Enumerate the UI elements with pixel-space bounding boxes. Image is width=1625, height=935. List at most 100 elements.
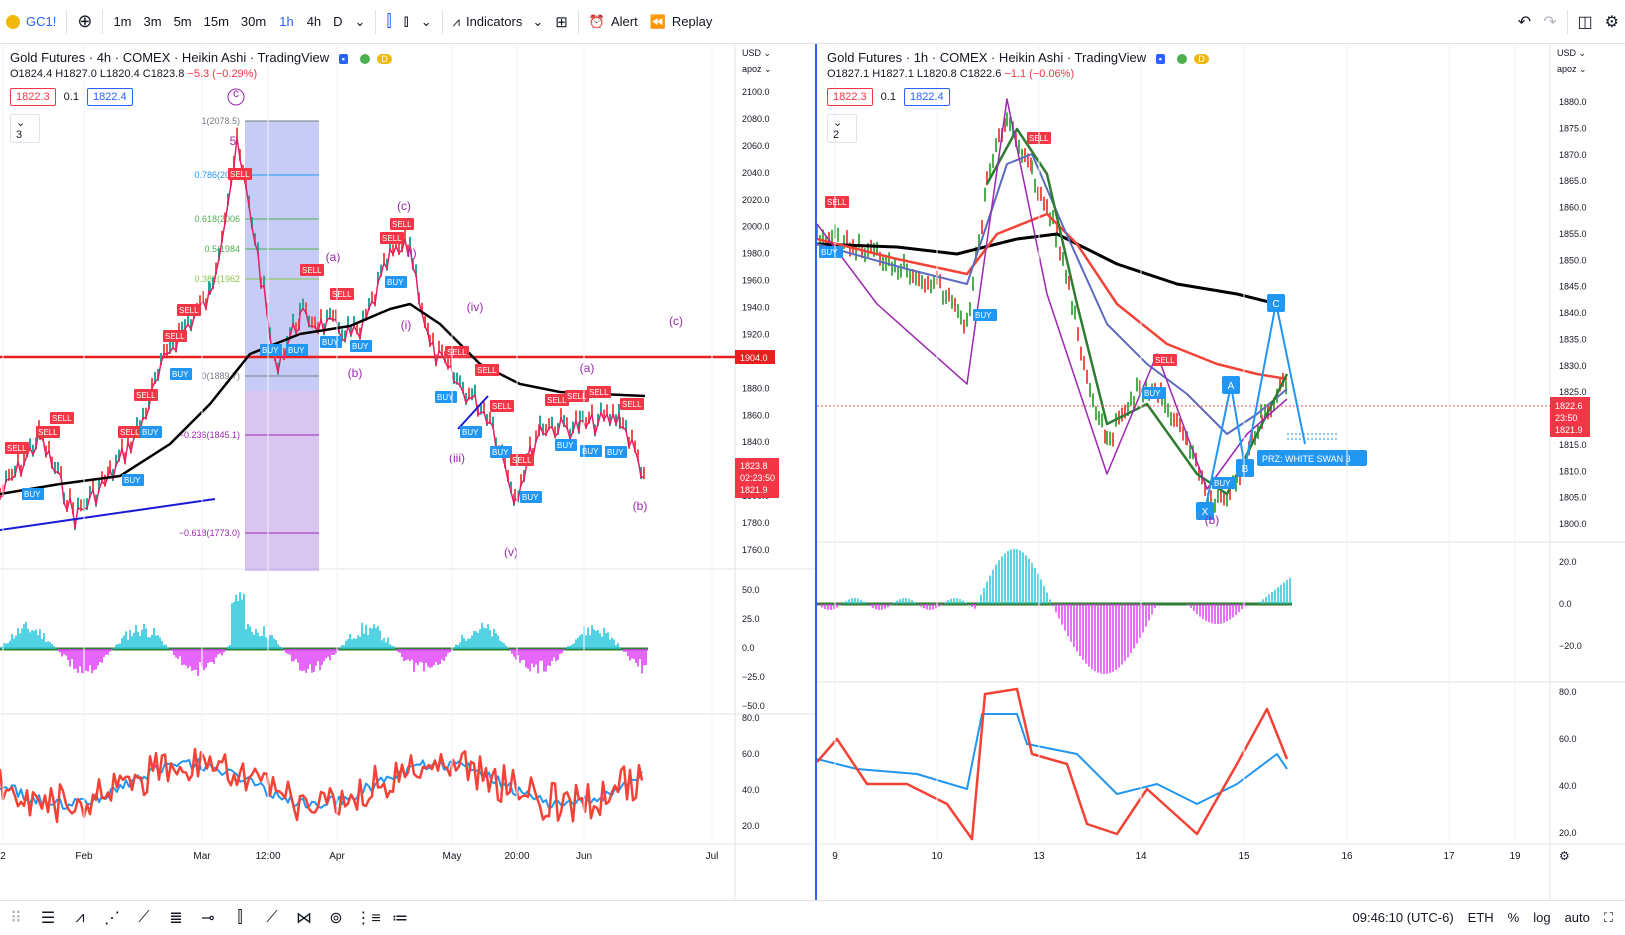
price-tick-label: 1880.0 — [742, 383, 770, 393]
elliott-wave-icon[interactable]: ⋰ — [104, 909, 120, 927]
interval-4h[interactable]: 4h — [301, 0, 327, 44]
fib-retracement-icon[interactable]: ≣ — [169, 909, 183, 927]
elliott-wave-label: c — [233, 86, 239, 100]
ma-blue-line — [817, 153, 1288, 435]
time-tick-label: 2 — [0, 851, 6, 862]
interval-label: 1m — [113, 14, 132, 29]
buy-signal-label: BUY — [124, 476, 141, 485]
chart-settings-gear-icon: ⚙ — [1559, 849, 1570, 863]
redo-icon[interactable]: ↷ — [1543, 13, 1557, 31]
drag-handle-icon[interactable]: ⠿ — [10, 909, 22, 927]
sell-signal-label: SELL — [165, 332, 185, 341]
fullscreen-icon[interactable]: ⛶ — [1603, 909, 1613, 925]
xabcd-pattern-icon[interactable]: ⋈ — [296, 909, 312, 927]
buy-price-button[interactable]: 1822.4 — [86, 88, 133, 106]
undo-icon[interactable]: ↶ — [1517, 13, 1532, 31]
indicator-collapse-toggle[interactable]: ⌄ 2 — [827, 114, 857, 143]
buy-signal-label: BUY — [462, 428, 479, 437]
interval-1m[interactable]: 1m — [107, 0, 137, 44]
log-toggle[interactable]: log — [1533, 910, 1551, 925]
interval-d[interactable]: D — [327, 0, 348, 44]
price-tick-label: 1825.0 — [1559, 387, 1587, 397]
interval-5m[interactable]: 5m — [168, 0, 198, 44]
compare-plus-icon[interactable]: ⊕ — [77, 11, 93, 31]
sell-price-button[interactable]: 1822.3 — [10, 88, 56, 106]
sell-signal-label: SELL — [7, 444, 27, 453]
sell-price-button[interactable]: 1822.3 — [827, 88, 873, 106]
layout-split-icon[interactable]: ◫ — [1577, 13, 1593, 31]
ma-green-line — [985, 127, 1289, 496]
macd-tick-label: −20.0 — [1559, 641, 1582, 651]
time-tick-label: Mar — [193, 851, 211, 862]
sell-signal-label: SELL — [120, 428, 140, 437]
alert-button[interactable]: ⏰ Alert — [583, 0, 644, 44]
indicator-collapse-toggle[interactable]: ⌄ 3 — [10, 114, 40, 143]
hamburger-menu-icon[interactable]: ☰ — [40, 909, 56, 927]
left-chart-pane[interactable]: USD ⌄ apoz ⌄ 2100.0 2080.0 2060.0 2040.0 2020.… — [0, 44, 815, 900]
bar-style-candles-icon[interactable]: ⫿ — [386, 12, 392, 30]
interval-3m[interactable]: 3m — [138, 0, 168, 44]
interval-15m[interactable]: 15m — [198, 0, 235, 44]
fib-level-label: 0.618(2006 — [194, 214, 240, 224]
chevron-down-icon: ⌄ — [532, 13, 544, 29]
indicators-button[interactable]: ⩘ Indicators ⌄ — [447, 0, 550, 44]
buy-signal-flag — [22, 488, 44, 500]
right-chart-pane[interactable]: USD ⌄ apoz ⌄ 1880.0 1875.0 1870.0 1865.0 1860.… — [815, 44, 1625, 900]
right-chart-canvas[interactable]: USD ⌄ apoz ⌄ 1880.0 1875.0 1870.0 1865.0 1860.… — [817, 44, 1625, 900]
percent-toggle[interactable]: % — [1507, 910, 1520, 925]
pattern-point-label: C — [1272, 299, 1279, 310]
sell-signal-label: SELL — [447, 348, 467, 357]
time-tick-label: May — [443, 851, 462, 862]
horizontal-line-icon[interactable]: ⊸ — [201, 909, 215, 927]
rewind-icon: ⏪ — [649, 13, 666, 29]
interval-30m[interactable]: 30m — [235, 0, 272, 44]
harmonic-purple-line — [817, 98, 1288, 490]
interval-dropdown-chevron-icon[interactable]: ⌄ — [354, 13, 366, 29]
interval-label: 15m — [203, 14, 229, 29]
indicator-count: 2 — [833, 129, 840, 141]
countdown-label: 02:23:50 — [740, 473, 775, 483]
buy-signal-label: BUY — [1214, 479, 1231, 488]
price-tick-label: 1780.0 — [742, 518, 770, 528]
magnet-icon[interactable]: ⊚ — [329, 909, 343, 927]
candles-tool-icon[interactable]: ⫿ — [237, 908, 243, 926]
elliott-wave-label: (iii) — [449, 451, 465, 465]
elliott-wave-label: (b) — [633, 499, 648, 513]
buy-signal-flag — [286, 344, 308, 356]
price-tick-label: 1760.0 — [742, 545, 770, 555]
symbol-search[interactable]: GC1! — [0, 0, 62, 44]
object-tree-icon[interactable]: ⋮≡ — [355, 909, 381, 927]
elliott-wave-label: (iv) — [467, 300, 484, 314]
price-tick-label: 1865.0 — [1559, 176, 1587, 186]
left-chart-canvas[interactable]: USD ⌄ apoz ⌄ 2100.0 2080.0 2060.0 2040.0 2020.… — [0, 44, 815, 900]
heikin-ashi-icon[interactable]: ⫾ — [403, 12, 409, 30]
interval-1h[interactable]: 1h — [272, 0, 300, 44]
auto-toggle[interactable]: auto — [1564, 910, 1590, 925]
flag-icon: ▪ — [338, 54, 348, 64]
left-ohlc: O1824.4 H1827.0 L1820.4 C1823.8 −5.3 (−0… — [10, 68, 392, 80]
interval-label: 1h — [279, 14, 294, 29]
trend-line — [457, 395, 489, 430]
sell-signal-label: SELL — [382, 234, 402, 243]
settings-list-icon[interactable]: ≔ — [392, 909, 408, 927]
time-tick-label: 10 — [931, 851, 943, 862]
sell-signal-label: SELL — [230, 170, 250, 179]
session-toggle[interactable]: ETH — [1467, 910, 1494, 925]
ma-pink-line — [0, 136, 645, 529]
rsi-tick-label: 60.0 — [742, 749, 760, 759]
price-tick-label: 2080.0 — [742, 114, 770, 124]
settings-gear-icon[interactable]: ⚙ — [1604, 13, 1619, 31]
trend-line-icon[interactable]: ⟋ — [138, 908, 150, 926]
left-chart-title: Gold Futures · 4h · COMEX · Heikin Ashi … — [10, 50, 330, 65]
macd-tick-label: 50.0 — [742, 585, 760, 595]
layouts-grid-icon[interactable]: ⊞ — [555, 13, 568, 31]
wave-circle — [227, 88, 245, 106]
abc-pattern-icon[interactable]: ⩘ — [75, 908, 85, 926]
chart-style-chevron-icon[interactable]: ⌄ — [420, 13, 432, 29]
clock-time[interactable]: 09:46:10 (UTC-6) — [1352, 910, 1454, 925]
sell-signal-flag — [380, 232, 404, 244]
buy-price-button[interactable]: 1822.4 — [903, 88, 950, 106]
ray-icon[interactable]: ⟋ — [266, 908, 278, 926]
elliott-wave-label: (c) — [397, 199, 411, 213]
replay-button[interactable]: ⏪ Replay — [644, 0, 719, 44]
